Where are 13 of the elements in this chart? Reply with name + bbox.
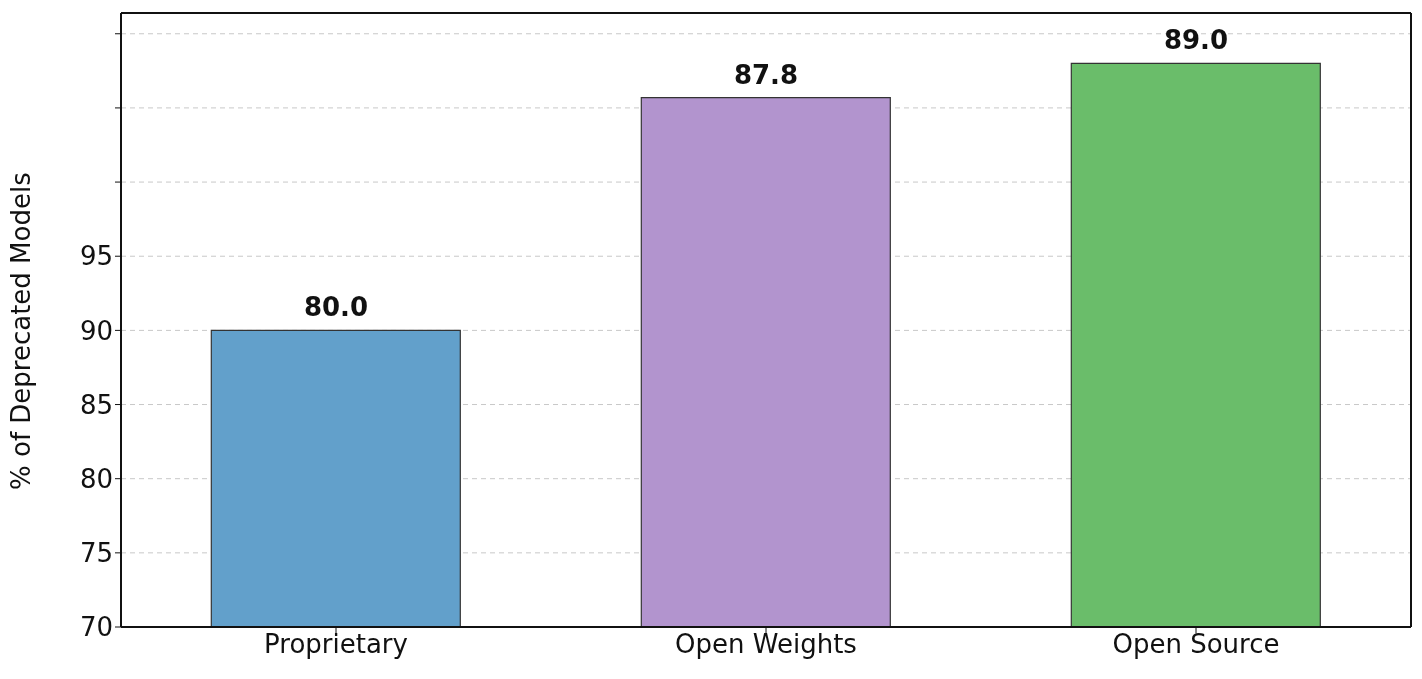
annotation: 80.0 [303,292,369,323]
y-tick-label: 90 [79,315,113,346]
y-tick-label: 70 [79,612,113,643]
x-tick-label: Proprietary [264,629,408,660]
x-tick-label: Open Source [1112,629,1280,660]
y-tick-label: 80 [79,463,113,494]
x-tick-label: Open Weights [675,629,857,660]
y-axis-title: % of Deprecated Models [6,172,37,490]
y-tick-label: 75 [79,538,113,569]
y-tick-label: 95 [79,241,113,272]
annotation: 89.0 [1163,25,1229,56]
annotation: 87.8 [733,59,799,90]
y-tick-label: 85 [79,389,113,420]
